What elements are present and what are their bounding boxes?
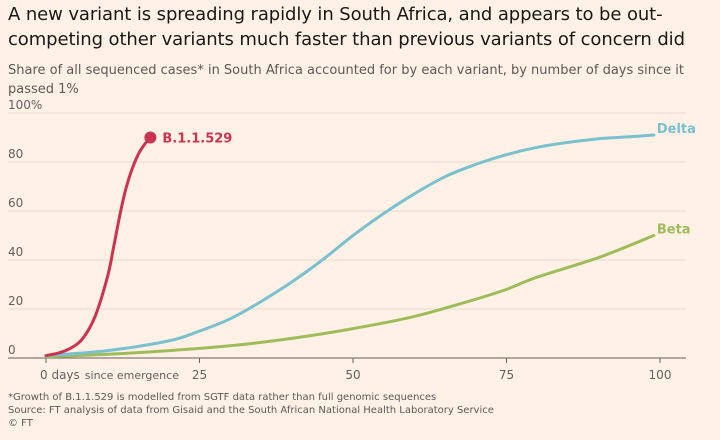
series-line-delta xyxy=(44,133,656,358)
axes: 0 20 40 60 80 100% 0 days since emergence 25 50 75… xyxy=(8,98,686,382)
chart-title: A new variant is spreading rapidly in So… xyxy=(8,4,685,50)
y-tick-label: 40 xyxy=(8,245,23,259)
series-labels: Beta Delta B.1.1.529 xyxy=(162,122,696,237)
footnote-source: Source: FT analysis of data from Gisaid … xyxy=(8,405,494,416)
footnote-note: *Growth of B.1.1.529 is modelled from SG… xyxy=(8,392,437,403)
x-tick-label: 25 xyxy=(192,368,207,382)
chart-subtitle: Share of all sequenced cases* in South A… xyxy=(8,63,685,97)
series-label-delta: Delta xyxy=(657,122,696,137)
x-tick-label: 0 days since emergence xyxy=(40,368,179,382)
x-tick-note: since emergence xyxy=(85,369,179,382)
x-tick-label: 50 xyxy=(345,368,360,382)
gridlines xyxy=(8,112,686,310)
footnotes: *Growth of B.1.1.529 is modelled from SG… xyxy=(8,391,708,430)
y-tick-label: 80 xyxy=(8,147,23,161)
series-line-b-1-1-529 xyxy=(44,136,152,358)
series-line-beta xyxy=(44,234,656,359)
x-tick-label: 75 xyxy=(499,368,514,382)
footnote-credit: © FT xyxy=(8,418,33,429)
series-label-beta: Beta xyxy=(657,223,691,238)
y-tick-label: 20 xyxy=(8,294,23,308)
series-lines xyxy=(44,131,656,359)
y-tick-label: 0 xyxy=(8,343,16,357)
series-label-b-1-1-529: B.1.1.529 xyxy=(162,132,232,147)
x-tick-label: 100 xyxy=(649,368,672,382)
y-tick-label: 100% xyxy=(8,98,42,112)
series-end-marker-b-1-1-529 xyxy=(144,131,157,144)
y-tick-label: 60 xyxy=(8,196,23,210)
